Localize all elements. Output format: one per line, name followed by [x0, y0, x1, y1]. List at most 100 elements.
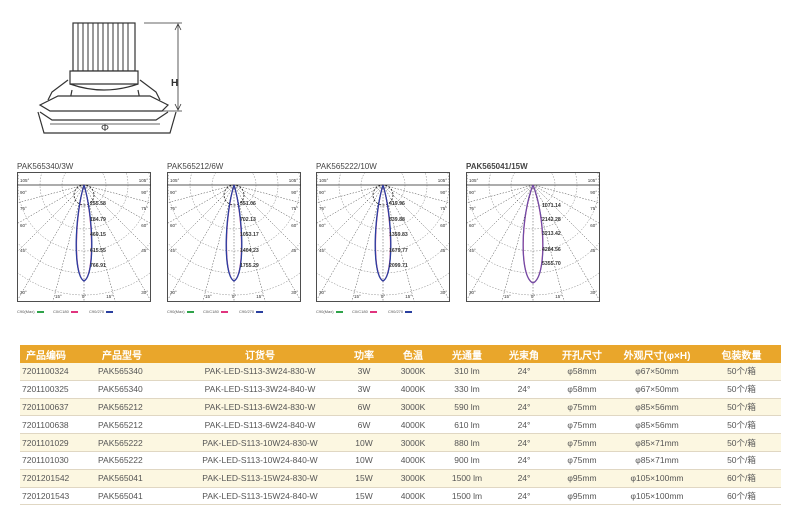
legend-item: C90(Max) — [316, 309, 343, 314]
cell-model: PAK565222 — [96, 433, 180, 452]
cell-cct: 3000K — [388, 469, 438, 488]
cell-cutout: φ95mm — [552, 469, 612, 488]
angle-label: 45° — [440, 248, 447, 253]
polar-chart: 351.06 702.13 1053.17 1404.23 1755.29 105° 105… — [167, 172, 301, 302]
table-row: 7201100324 PAK565340 PAK-LED-S113-3W24-830… — [20, 363, 781, 381]
cell-cutout: φ95mm — [552, 487, 612, 506]
angle-label: 60° — [170, 223, 177, 228]
col-header-beam-angle: 光束角 — [496, 345, 552, 363]
cell-flux: 880 lm — [438, 433, 496, 452]
cell-cct: 3000K — [388, 433, 438, 452]
angle-label: 60° — [590, 223, 597, 228]
angle-label: 45° — [469, 248, 476, 253]
intensity-label: 460.15 — [90, 232, 106, 238]
legend-label: C90(Max) — [17, 309, 35, 314]
cell-code: 7201101030 — [20, 451, 96, 470]
diagram-title: PAK565340/3W — [17, 162, 74, 171]
col-header-dimensions: 外观尺寸(φ×H) — [612, 345, 702, 363]
cell-beam-angle: 24° — [496, 398, 552, 417]
legend-item: C90/270 — [89, 309, 114, 314]
angle-label: 15° — [55, 294, 62, 299]
angle-label: 15° — [205, 294, 212, 299]
cell-flux: 900 lm — [438, 451, 496, 470]
downlight-side-view — [37, 22, 182, 134]
beam-curve — [225, 184, 243, 282]
col-header-packing: 包装数量 — [702, 345, 781, 363]
intensity-label: 184.79 — [90, 217, 106, 223]
polar-grid — [466, 172, 600, 302]
intensity-label: 1359.83 — [389, 232, 408, 238]
cell-power: 15W — [340, 487, 388, 506]
intensity-label: 1053.17 — [240, 232, 259, 238]
angle-label: 75° — [469, 206, 476, 211]
cell-code: 7201201542 — [20, 469, 96, 488]
cell-packing: 50个/箱 — [702, 451, 781, 470]
intensity-label: 1071.14 — [542, 203, 561, 209]
intensity-label: 3213.42 — [542, 231, 561, 237]
legend-swatch — [369, 310, 377, 313]
legend-swatch — [335, 310, 343, 313]
cell-code: 7201201543 — [20, 487, 96, 506]
angle-label: 0° — [232, 294, 237, 299]
legend-item: C90/270 — [388, 309, 413, 314]
diagram-legend: C90(Max) C0/C180 C90/270 — [316, 309, 450, 317]
cell-model: PAK565340 — [96, 380, 180, 399]
diagram-legend: C90(Max) C0/C180 C90/270 — [167, 309, 301, 317]
cell-order-no: PAK-LED-S113-6W24-840-W — [180, 415, 340, 435]
cell-model: PAK565222 — [96, 451, 180, 470]
cell-flux: 310 lm — [438, 363, 496, 381]
cell-flux: 330 lm — [438, 380, 496, 399]
legend-item: C90(Max) — [17, 309, 44, 314]
cell-order-no: PAK-LED-S113-10W24-840-W — [180, 451, 340, 470]
angle-label: 45° — [20, 248, 27, 253]
legend-item: C0/C180 — [352, 309, 377, 314]
col-header-code: 产品编码 — [20, 345, 96, 363]
angle-label: 90° — [20, 190, 27, 195]
cell-model: PAK565340 — [96, 363, 180, 381]
intensity-label: 2099.71 — [389, 263, 408, 269]
intensity-label: 766.91 — [90, 263, 106, 269]
cell-flux: 590 lm — [438, 398, 496, 417]
legend-label: C90/270 — [239, 309, 255, 314]
angle-label: 75° — [440, 206, 447, 211]
angle-label: 45° — [170, 248, 177, 253]
cell-order-no: PAK-LED-S113-6W24-830-W — [180, 398, 340, 417]
col-header-power: 功率 — [340, 345, 388, 363]
cell-flux: 1500 lm — [438, 469, 496, 488]
col-header-order-no: 订货号 — [180, 345, 340, 363]
angle-label: 30° — [170, 290, 177, 295]
cell-cutout: φ75mm — [552, 415, 612, 435]
cell-cct: 3000K — [388, 398, 438, 417]
legend-label: C0/C180 — [203, 309, 219, 314]
intensity-label: 839.88 — [389, 217, 405, 223]
cell-cct: 4000K — [388, 380, 438, 399]
intensity-label: 2142.28 — [542, 217, 561, 223]
cell-packing: 60个/箱 — [702, 487, 781, 506]
angle-label: 45° — [141, 248, 148, 253]
intensity-label: 419.96 — [389, 201, 405, 207]
cell-cct: 4000K — [388, 451, 438, 470]
cell-dimensions: φ85×56mm — [612, 415, 702, 435]
legend-label: C0/C180 — [352, 309, 368, 314]
cell-beam-angle: 24° — [496, 451, 552, 470]
angle-label: 60° — [319, 223, 326, 228]
angle-label: 90° — [469, 190, 476, 195]
cell-beam-angle: 24° — [496, 487, 552, 506]
cell-cutout: φ58mm — [552, 363, 612, 381]
diagram-legend — [466, 309, 600, 317]
col-header-cutout: 开孔尺寸 — [552, 345, 612, 363]
col-header-cct: 色温 — [388, 345, 438, 363]
legend-item: C0/C180 — [53, 309, 78, 314]
angle-label: 75° — [291, 206, 298, 211]
angle-label: 90° — [319, 190, 326, 195]
angle-label: 75° — [20, 206, 27, 211]
cell-model: PAK565041 — [96, 487, 180, 506]
angle-label: 45° — [319, 248, 326, 253]
legend-label: C90/270 — [388, 309, 404, 314]
angle-label: 45° — [590, 248, 597, 253]
beam-curve — [75, 184, 93, 282]
cell-model: PAK565041 — [96, 469, 180, 488]
legend-label: C90(Max) — [316, 309, 334, 314]
cell-power: 6W — [340, 415, 388, 435]
cell-dimensions: φ85×56mm — [612, 398, 702, 417]
